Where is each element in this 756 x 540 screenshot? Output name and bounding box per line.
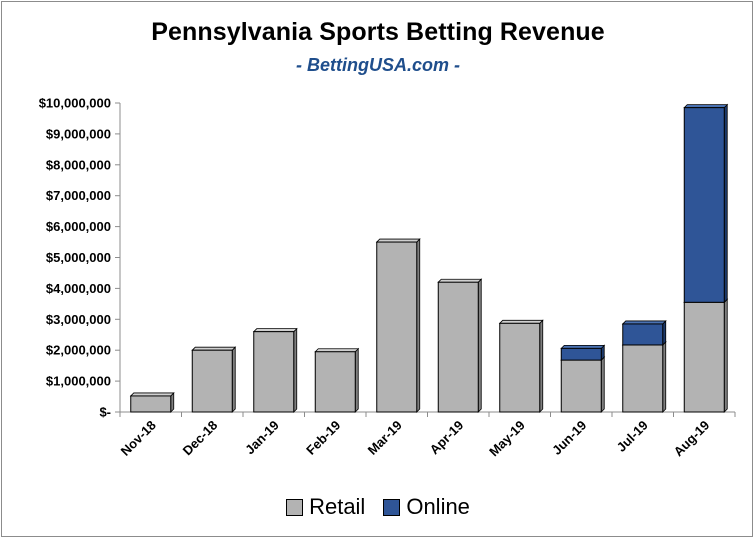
y-tick-label: $1,000,000 [46, 374, 111, 389]
x-tick-label: Aug-19 [671, 418, 713, 460]
legend-swatch-retail [286, 498, 304, 516]
legend-label-retail: Retail [309, 494, 366, 519]
y-tick-label: $5,000,000 [46, 250, 111, 265]
bar-online [683, 107, 725, 303]
bar-retail [683, 301, 725, 413]
legend: Retail Online [0, 493, 756, 521]
y-tick-label: $- [99, 405, 111, 420]
chart-title: Pennsylvania Sports Betting Revenue [151, 18, 605, 46]
x-tick-label: Jun-19 [549, 418, 589, 458]
x-tick-label: Apr-19 [427, 418, 467, 458]
y-tick-label: $2,000,000 [46, 343, 111, 358]
legend-item-online: Online [383, 494, 470, 520]
x-tick-label: Mar-19 [365, 418, 405, 458]
bar-retail [130, 395, 172, 413]
bar-retail [314, 351, 356, 413]
x-tick-label: Nov-18 [118, 418, 159, 459]
y-tick-label: $10,000,000 [39, 96, 111, 111]
bar-retail [191, 349, 233, 413]
bar-retail [622, 344, 664, 413]
legend-item-retail: Retail [286, 494, 365, 520]
bar-online [560, 347, 602, 361]
bar-retail [437, 281, 479, 413]
x-tick-label: Jul-19 [614, 418, 651, 455]
y-tick-label: $6,000,000 [46, 219, 111, 234]
bar-retail [253, 331, 295, 413]
chart-subtitle: - BettingUSA.com - [296, 55, 460, 75]
legend-label-online: Online [406, 494, 470, 519]
bar-retail [499, 322, 541, 413]
y-tick-label: $9,000,000 [46, 126, 111, 141]
bar-retail [560, 359, 602, 413]
y-tick-label: $3,000,000 [46, 312, 111, 327]
y-tick-label: $8,000,000 [46, 157, 111, 172]
x-tick-label: Feb-19 [303, 418, 343, 458]
legend-swatch-online [383, 498, 401, 516]
y-tick-label: $7,000,000 [46, 188, 111, 203]
x-tick-label: Jan-19 [242, 418, 282, 458]
bar-online [622, 323, 664, 346]
x-tick-label: May-19 [486, 418, 528, 460]
y-tick-label: $4,000,000 [46, 281, 111, 296]
bar-retail [376, 241, 418, 413]
x-tick-label: Dec-18 [180, 418, 221, 459]
